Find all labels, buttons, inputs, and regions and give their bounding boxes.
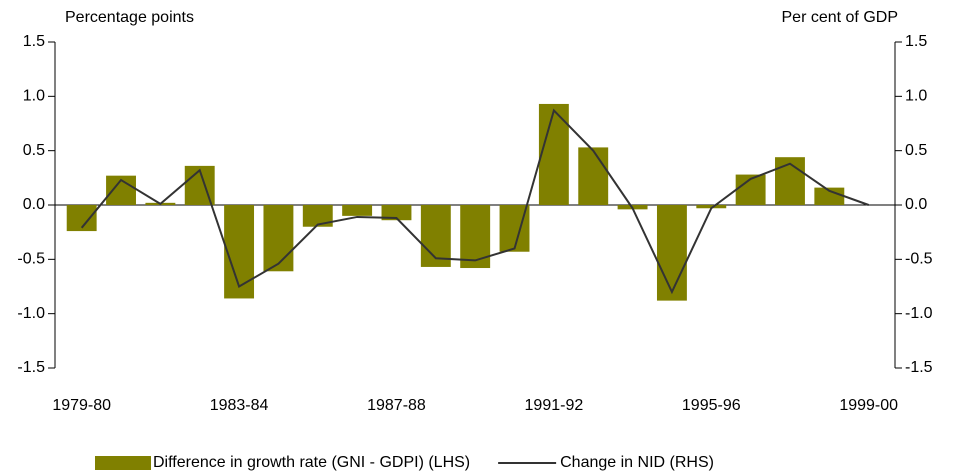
y2-tick-label: 0.0: [905, 196, 927, 213]
x-tick-label: 1995-96: [682, 397, 741, 414]
bar: [538, 103, 569, 205]
bar: [696, 205, 727, 209]
bar: [420, 205, 451, 267]
x-tick-label: 1979-80: [52, 397, 111, 414]
y2-axis-label: Per cent of GDP: [782, 9, 899, 26]
y-axis-label: Percentage points: [65, 9, 194, 26]
bar: [224, 205, 255, 299]
legend-swatch: [95, 456, 151, 470]
x-tick-label: 1999-00: [839, 397, 898, 414]
y2-tick-label: -1.0: [905, 305, 933, 322]
y2-tick-label: -1.5: [905, 359, 933, 376]
y-tick-label: 1.0: [23, 88, 45, 105]
x-tick-label: 1991-92: [525, 397, 584, 414]
y2-tick-label: 1.5: [905, 33, 927, 50]
x-tick-label: 1987-88: [367, 397, 426, 414]
bar: [775, 157, 805, 205]
y-tick-label: 0.0: [23, 196, 45, 213]
y-tick-label: 0.5: [23, 142, 45, 159]
bar: [656, 205, 687, 301]
y2-tick-label: 1.0: [905, 88, 927, 105]
bar: [814, 187, 845, 205]
bar: [263, 205, 294, 272]
y-tick-label: 1.5: [23, 33, 45, 50]
line: [80, 108, 870, 295]
y2-tick-label: -0.5: [905, 251, 933, 268]
bar: [578, 147, 609, 205]
bar: [460, 205, 491, 269]
legend-label: Change in NID (RHS): [560, 454, 714, 471]
bar: [342, 205, 373, 216]
bar: [302, 205, 333, 227]
y-tick-label: -0.5: [17, 251, 45, 268]
bar: [381, 205, 412, 221]
y2-tick-label: 0.5: [905, 142, 927, 159]
y-tick-label: -1.5: [17, 359, 45, 376]
x-tick-label: 1983-84: [210, 397, 269, 414]
legend-label: Difference in growth rate (GNI - GDPI) (…: [153, 454, 470, 471]
y-tick-label: -1.0: [17, 305, 45, 322]
